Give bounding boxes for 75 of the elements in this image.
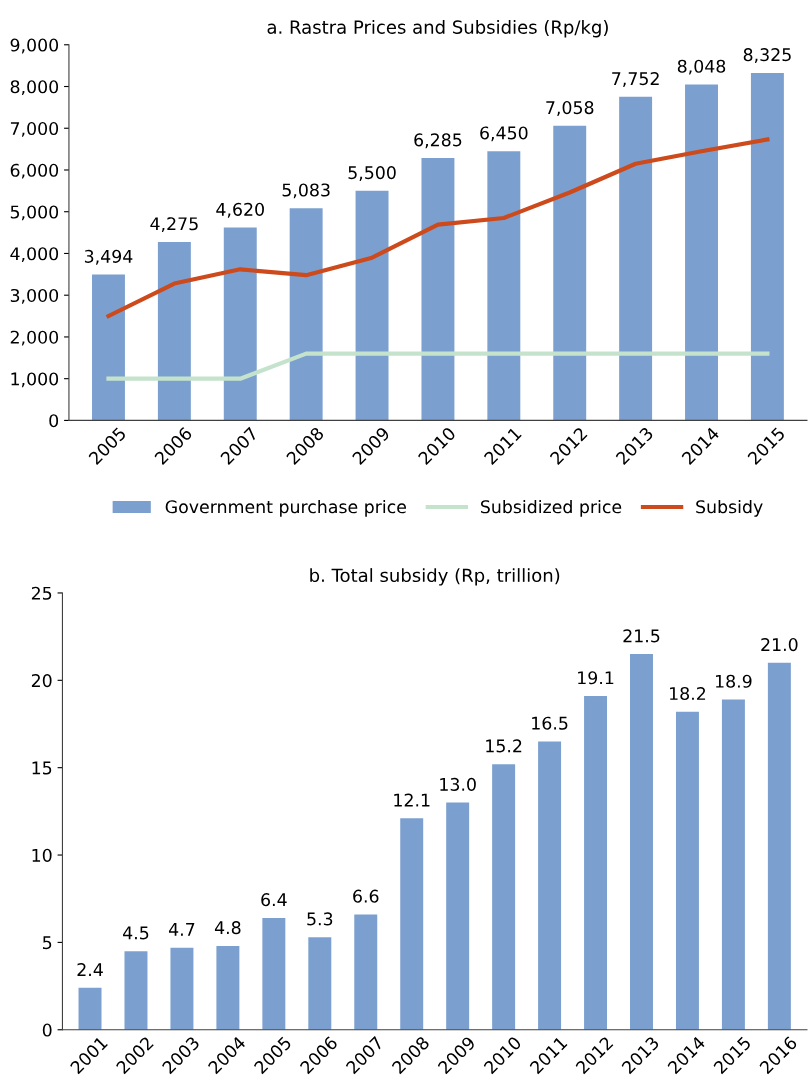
data-label: 4.7 bbox=[168, 923, 195, 936]
bar bbox=[262, 917, 286, 1030]
bar bbox=[675, 711, 699, 1030]
bar bbox=[355, 190, 389, 421]
y-tick-label: 8,000 bbox=[10, 80, 59, 96]
data-label: 6,285 bbox=[414, 133, 462, 149]
data-label: 2.4 bbox=[77, 962, 103, 976]
bar bbox=[538, 741, 562, 1030]
data-label: 4,275 bbox=[150, 217, 198, 233]
y-tick-label: 1,000 bbox=[11, 372, 59, 388]
bar bbox=[92, 274, 125, 421]
legend-label: Subsidy bbox=[696, 499, 763, 517]
data-label: 19.1 bbox=[578, 671, 614, 685]
bar bbox=[308, 937, 332, 1030]
bar bbox=[400, 818, 424, 1030]
bar bbox=[170, 947, 194, 1030]
chart-title: b. Total subsidy (Rp, trillion) bbox=[310, 568, 560, 586]
data-label: 4.8 bbox=[214, 921, 241, 935]
bar bbox=[78, 987, 102, 1030]
bar bbox=[750, 72, 784, 421]
bar bbox=[492, 764, 516, 1030]
data-label: 15.2 bbox=[486, 739, 522, 753]
y-tick-label: 10 bbox=[32, 848, 52, 862]
legend-label: Government purchase price bbox=[165, 499, 406, 517]
chart-title: a. Rastra Prices and Subsidies (Rp/kg) bbox=[267, 19, 608, 38]
data-label: 21.0 bbox=[761, 638, 798, 652]
bar bbox=[223, 227, 257, 421]
bar bbox=[721, 699, 745, 1030]
y-tick-label: 15 bbox=[32, 761, 52, 775]
y-tick-label: 5,000 bbox=[10, 205, 59, 221]
data-label: 8,048 bbox=[677, 59, 726, 75]
bar bbox=[354, 914, 378, 1030]
bar bbox=[446, 802, 470, 1030]
bar bbox=[553, 125, 587, 421]
bar bbox=[421, 158, 455, 421]
y-tick-label: 7,000 bbox=[10, 121, 59, 137]
data-label: 6,450 bbox=[480, 126, 528, 142]
data-label: 18.9 bbox=[715, 674, 752, 688]
data-label: 4,620 bbox=[216, 202, 264, 218]
bar bbox=[216, 945, 240, 1030]
legend-label: Subsidized price bbox=[480, 499, 622, 517]
bar bbox=[289, 208, 323, 421]
bar bbox=[487, 151, 521, 421]
data-label: 21.5 bbox=[623, 629, 660, 643]
data-label: 6.4 bbox=[261, 893, 287, 907]
bar bbox=[124, 951, 148, 1030]
data-label: 5,083 bbox=[282, 183, 330, 199]
y-tick-label: 6,000 bbox=[10, 163, 59, 179]
y-tick-label: 5 bbox=[43, 936, 52, 950]
data-label: 8,325 bbox=[743, 48, 791, 64]
bar bbox=[767, 662, 791, 1030]
data-label: 7,058 bbox=[546, 101, 594, 116]
data-label: 5,500 bbox=[348, 166, 396, 181]
bar bbox=[157, 241, 191, 421]
y-tick-label: 4,000 bbox=[10, 247, 59, 263]
y-tick-label: 3,000 bbox=[10, 288, 59, 304]
data-label: 3,494 bbox=[84, 249, 133, 265]
y-tick-label: 0 bbox=[42, 1023, 52, 1037]
y-tick-label: 20 bbox=[31, 674, 52, 688]
y-tick-label: 0 bbox=[49, 414, 59, 428]
bar bbox=[685, 84, 718, 421]
y-tick-label: 2,000 bbox=[10, 330, 59, 346]
data-label: 4.5 bbox=[123, 926, 149, 940]
data-label: 6.6 bbox=[353, 889, 379, 903]
bar bbox=[584, 696, 608, 1030]
y-tick-label: 25 bbox=[31, 586, 52, 600]
bar bbox=[619, 96, 653, 421]
data-label: 18.2 bbox=[670, 686, 706, 701]
bar bbox=[630, 654, 653, 1030]
data-label: 7,752 bbox=[612, 72, 659, 87]
y-tick-label: 9,000 bbox=[10, 38, 59, 54]
data-label: 16.5 bbox=[532, 716, 568, 730]
data-label: 13.0 bbox=[440, 777, 476, 791]
data-label: 12.1 bbox=[394, 793, 430, 807]
data-label: 5.3 bbox=[307, 912, 333, 926]
